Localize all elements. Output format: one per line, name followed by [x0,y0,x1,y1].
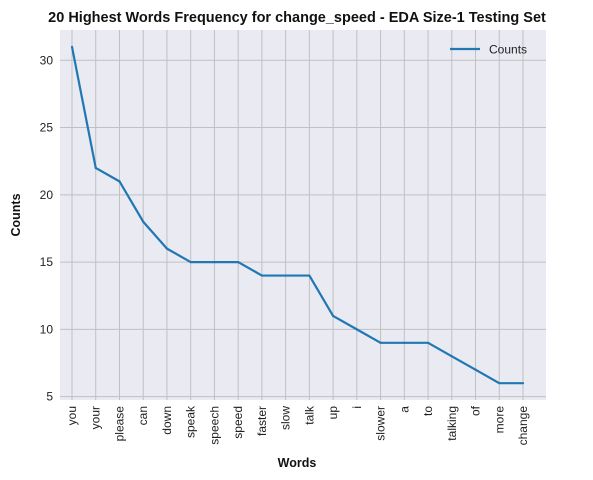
x-tick-label: of [469,405,483,416]
x-tick-label: more [492,406,506,434]
chart-title: 20 Highest Words Frequency for change_sp… [48,10,546,26]
x-tick-label: talking [445,406,459,441]
data-point [213,260,216,264]
data-point [426,341,430,344]
data-point [332,314,335,318]
y-tick-label: 15 [40,255,54,269]
x-tick-label: up [326,406,340,420]
x-tick-label: to [421,406,435,416]
x-tick-label: change [516,406,530,446]
data-point [308,274,311,277]
x-tick-label: talk [302,405,316,425]
x-axis-ticks: you your please can down speak speech speed fast… [65,405,530,445]
y-axis-label: Counts [9,193,23,236]
x-tick-label: speak [184,405,198,438]
x-tick-label: a [397,406,411,413]
x-tick-label: your [89,406,103,429]
x-tick-label: slow [279,406,293,430]
y-tick-label: 25 [40,121,54,135]
data-point [521,382,525,385]
data-point [189,260,192,264]
data-point [498,382,501,385]
data-point [118,180,121,183]
x-axis-label: Words [278,456,317,470]
data-point [142,220,145,223]
x-tick-label: faster [255,406,269,436]
grid-lines [60,30,546,400]
data-point [260,274,263,277]
y-axis-ticks: 5 10 15 20 25 30 [40,53,54,403]
y-tick-label: 30 [40,53,54,67]
data-point [165,247,169,250]
x-tick-label: please [112,406,126,442]
plot-area [60,30,546,400]
y-tick-label: 10 [40,322,54,336]
data-point [284,274,287,277]
data-points [70,45,525,385]
x-tick-label: speed [231,406,245,439]
data-point [450,355,453,358]
data-point [237,260,240,264]
series-line-counts [70,46,523,385]
legend: Counts [450,43,527,57]
x-tick-label: i [350,406,364,409]
data-point [94,166,97,170]
data-point [474,368,477,371]
x-tick-label: down [160,406,174,435]
x-tick-label: can [136,406,150,425]
data-point [355,328,358,331]
data-point [379,341,382,344]
y-tick-label: 20 [40,188,54,202]
x-tick-label: speech [207,406,221,445]
data-point [70,45,74,48]
x-tick-label: you [65,406,79,425]
y-tick-label: 5 [46,390,53,404]
legend-label-counts: Counts [489,43,527,57]
data-point [403,341,406,344]
x-tick-label: slower [374,406,388,441]
